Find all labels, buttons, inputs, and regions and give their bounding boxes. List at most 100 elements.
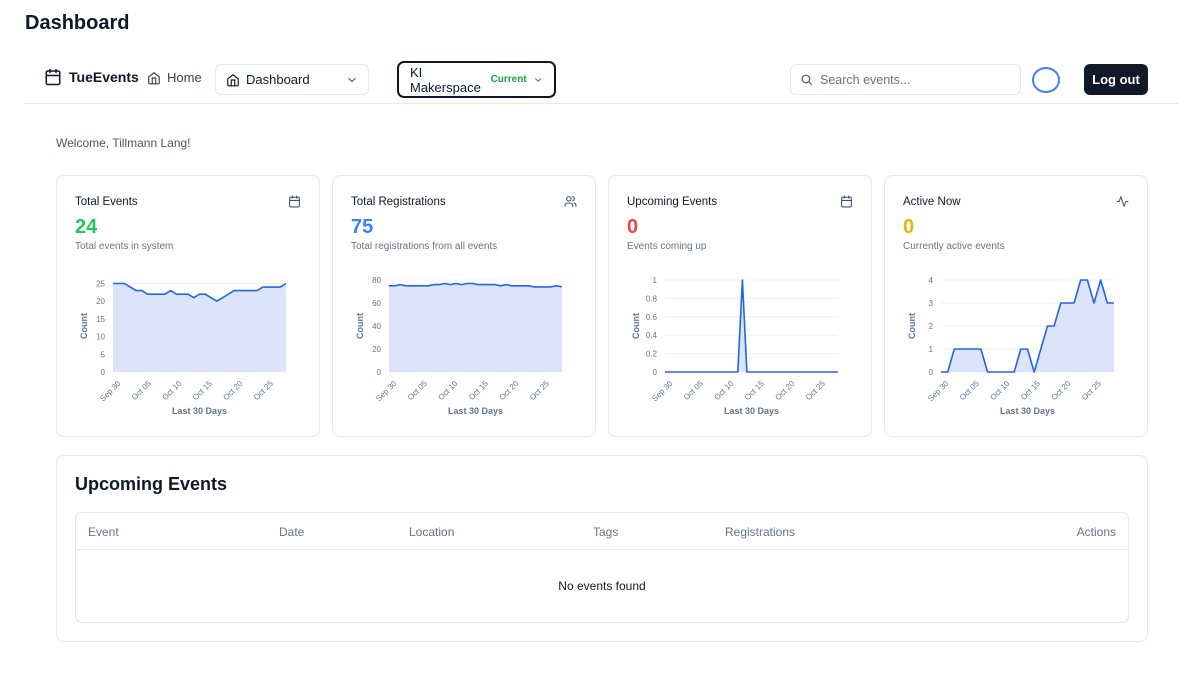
card-description: Currently active events (903, 241, 1005, 252)
column-header-location: Location (409, 525, 455, 539)
card-description: Total registrations from all events (351, 241, 498, 252)
x-tick-label: Oct 25 (1080, 379, 1103, 402)
y-tick-label: 2 (929, 322, 934, 331)
x-tick-label: Oct 25 (528, 379, 551, 402)
card-value: 0 (627, 216, 639, 238)
stat-card-total-events: Total Events 24 Total events in system 0… (56, 175, 320, 437)
upcoming-events-chart: 0 0.2 0.4 0.6 0.8 1 Sep 30 Oct 05 Oct 10 Oct 15 Oc… (631, 276, 838, 416)
top-navbar: TueEvents Home Dashboard KI Makerspace C… (25, 56, 1178, 104)
y-tick-label: 15 (96, 315, 105, 324)
x-tick-label: Sep 30 (98, 379, 123, 404)
x-tick-label: Oct 15 (191, 379, 214, 402)
x-axis-label: Last 30 Days (1000, 406, 1055, 416)
avatar[interactable] (1032, 67, 1060, 93)
active-now-chart: 0 1 2 3 4 Sep 30 Oct 05 Oct 10 Oct 15 Oct 20 Oct 2… (907, 276, 1114, 416)
y-tick-label: 0 (101, 368, 106, 377)
column-header-tags: Tags (593, 525, 619, 539)
x-tick-label: Oct 15 (743, 379, 766, 402)
card-description: Events coming up (627, 241, 707, 252)
y-tick-label: 0.2 (646, 350, 658, 359)
y-tick-label: 1 (929, 345, 934, 354)
x-tick-label: Oct 10 (436, 379, 459, 402)
y-tick-label: 60 (372, 299, 381, 308)
y-axis-label: Count (631, 313, 641, 339)
page-title: Dashboard (25, 12, 130, 34)
x-tick-label: Sep 30 (374, 379, 399, 404)
y-tick-label: 1 (653, 276, 658, 285)
calendar-icon (289, 195, 300, 208)
y-tick-label: 25 (96, 280, 105, 289)
x-tick-label: Oct 20 (1049, 379, 1072, 402)
card-value: 24 (75, 216, 98, 238)
home-icon (148, 71, 160, 84)
x-tick-label: Oct 10 (160, 379, 183, 402)
view-select-value: Dashboard (246, 72, 310, 87)
x-tick-label: Oct 05 (682, 379, 705, 402)
y-tick-label: 4 (929, 276, 934, 285)
y-tick-label: 0.8 (646, 294, 658, 303)
x-axis-label: Last 30 Days (172, 406, 227, 416)
x-tick-label: Sep 30 (650, 379, 675, 404)
total-events-chart: 0 5 10 15 20 25 Sep 30 Oct 05 Oct 10 Oct 15 Oct 20… (79, 280, 287, 416)
calendar-icon (45, 68, 61, 86)
y-axis-label: Count (79, 313, 89, 339)
search-icon (801, 74, 812, 85)
column-header-date: Date (279, 525, 305, 539)
events-table: Event Date Location Tags Registrations A… (75, 512, 1129, 623)
card-value: 0 (903, 216, 915, 238)
x-tick-label: Oct 05 (130, 379, 153, 402)
users-icon (564, 196, 577, 207)
y-tick-label: 0 (929, 368, 934, 377)
brand-link[interactable]: TueEvents (44, 68, 139, 86)
y-tick-label: 5 (101, 350, 106, 359)
space-select[interactable]: KI Makerspace Current (397, 61, 556, 98)
view-select[interactable]: Dashboard (215, 64, 369, 95)
upcoming-events-panel: Upcoming Events Event Date Location Tags… (56, 455, 1148, 642)
chevron-down-icon (534, 77, 541, 82)
series-line (941, 279, 1114, 373)
y-tick-label: 40 (372, 322, 381, 331)
series-line (389, 282, 563, 288)
home-link[interactable]: Home (147, 70, 202, 85)
card-title: Total Events (75, 196, 138, 208)
logout-button[interactable]: Log out (1084, 64, 1148, 95)
current-badge: Current (490, 74, 527, 85)
empty-state: No events found (558, 579, 646, 593)
card-title: Upcoming Events (627, 196, 718, 208)
y-axis-label: Count (355, 313, 365, 339)
home-icon (227, 73, 239, 86)
x-tick-label: Oct 05 (406, 379, 429, 402)
chevron-down-icon (348, 77, 356, 82)
header-divider (76, 549, 1128, 550)
x-tick-label: Oct 20 (773, 379, 796, 402)
series-line (113, 282, 287, 303)
x-tick-label: Oct 10 (712, 379, 735, 402)
x-tick-label: Oct 05 (958, 379, 981, 402)
area-fill (113, 283, 286, 372)
x-tick-label: Oct 15 (467, 379, 490, 402)
y-tick-label: 20 (372, 345, 381, 354)
column-header-registrations: Registrations (725, 525, 796, 539)
x-axis-label: Last 30 Days (448, 406, 503, 416)
card-title: Active Now (903, 196, 961, 208)
x-tick-label: Oct 10 (988, 379, 1011, 402)
search-box (790, 64, 1021, 95)
x-tick-label: Oct 20 (497, 379, 520, 402)
total-registrations-chart: 0 20 40 60 80 Sep 30 Oct 05 Oct 10 Oct 15 Oct 20 O… (355, 276, 563, 416)
y-tick-label: 0 (377, 368, 382, 377)
calendar-icon (841, 195, 852, 208)
home-label: Home (167, 70, 202, 85)
x-tick-label: Oct 25 (252, 379, 275, 402)
column-header-actions: Actions (1076, 525, 1116, 539)
y-tick-label: 0.4 (646, 331, 658, 340)
stat-card-active-now: Active Now 0 Currently active events 0 1 2… (884, 175, 1148, 437)
column-header-event: Event (88, 525, 119, 539)
area-fill (665, 280, 838, 372)
y-tick-label: 3 (929, 299, 934, 308)
card-title: Total Registrations (351, 196, 446, 208)
activity-icon (1116, 196, 1129, 207)
y-tick-label: 0.6 (646, 313, 658, 322)
search-input[interactable] (820, 72, 1010, 87)
y-tick-label: 80 (372, 276, 381, 285)
y-tick-label: 0 (653, 368, 658, 377)
